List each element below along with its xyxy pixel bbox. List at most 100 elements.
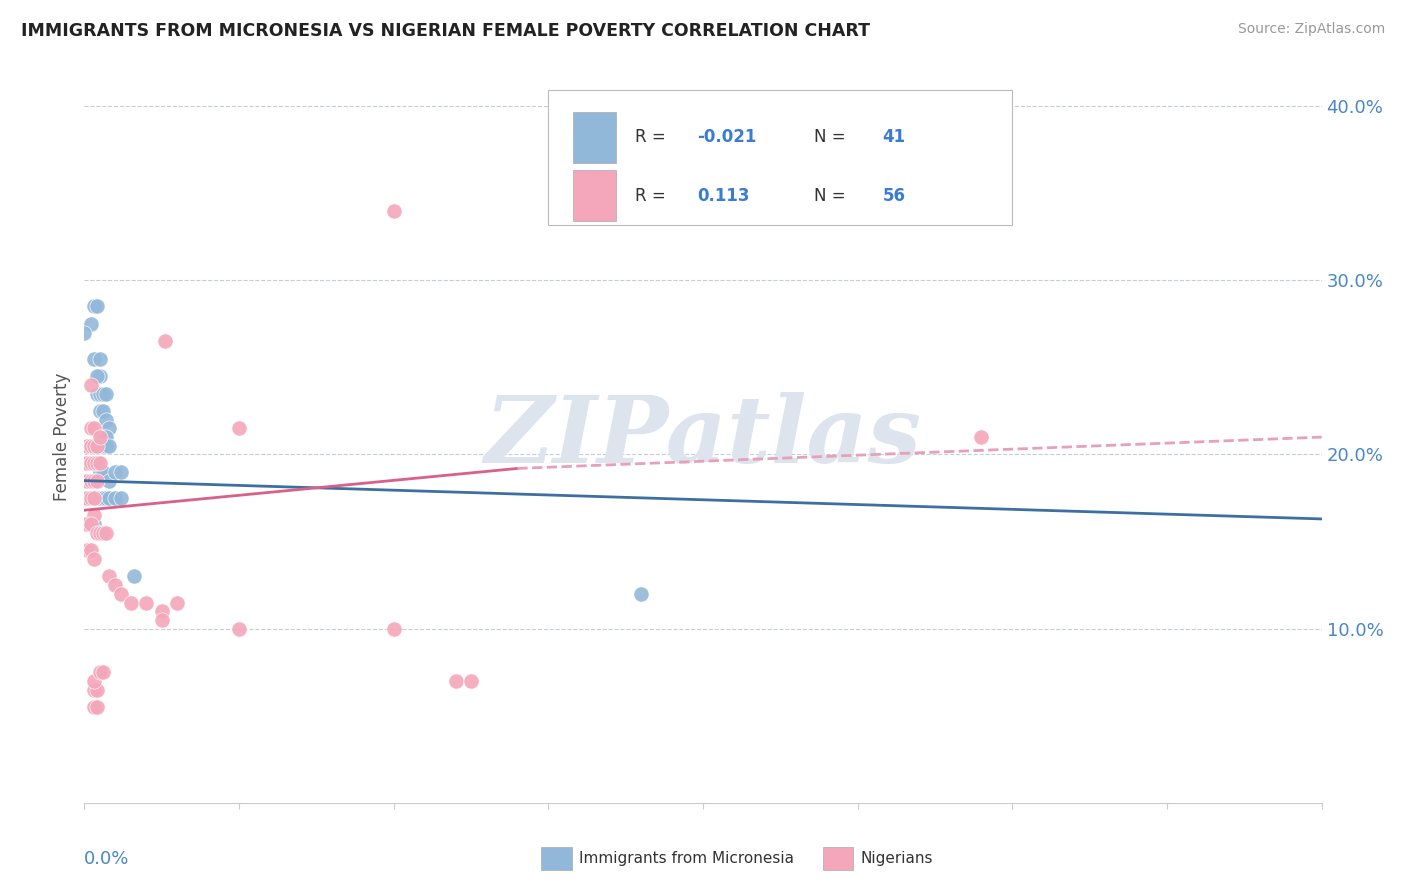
Point [110,587,132,601]
Point [73,326,96,340]
Text: IMMIGRANTS FROM MICRONESIA VS NIGERIAN FEMALE POVERTY CORRELATION CHART: IMMIGRANTS FROM MICRONESIA VS NIGERIAN F… [21,22,870,40]
Point [104,465,127,479]
Point [79,317,101,331]
Point [91,404,114,418]
Point [73,456,96,470]
Point [83,508,105,523]
Point [104,578,127,592]
Point [91,491,114,505]
Point [83,491,105,505]
Text: Nigerians: Nigerians [860,851,934,865]
Point [79,474,101,488]
Point [83,300,105,314]
Text: N =: N = [814,186,851,204]
Point [120,595,142,609]
Point [104,491,127,505]
Point [89,456,111,470]
Point [79,491,101,505]
Point [166,595,188,609]
Point [444,673,467,688]
Text: R =: R = [636,186,671,204]
FancyBboxPatch shape [548,90,1012,225]
Point [79,456,101,470]
Point [83,673,105,688]
Point [89,525,111,540]
FancyBboxPatch shape [574,170,616,221]
Point [76,543,98,558]
Point [382,203,405,218]
Point [79,439,101,453]
Point [150,604,173,618]
Text: Immigrants from Micronesia: Immigrants from Micronesia [579,851,794,865]
Point [86,456,108,470]
Point [150,613,173,627]
Point [630,587,652,601]
Point [91,465,114,479]
Point [89,430,111,444]
Point [83,517,105,532]
Point [86,700,108,714]
Point [94,430,117,444]
Point [94,439,117,453]
Point [110,465,132,479]
Point [83,474,105,488]
Point [91,430,114,444]
Text: 0.113: 0.113 [697,186,749,204]
Point [228,622,250,636]
Text: ZIPatlas: ZIPatlas [485,392,921,482]
Point [122,569,145,583]
Text: -0.021: -0.021 [697,128,756,146]
Point [460,673,482,688]
Point [91,439,114,453]
Point [83,351,105,366]
Text: N =: N = [814,128,851,146]
Point [135,595,157,609]
Text: 56: 56 [883,186,905,204]
Point [83,456,105,470]
Point [79,543,101,558]
Point [91,525,114,540]
Point [153,334,176,349]
Point [83,491,105,505]
Point [91,386,114,401]
Point [86,525,108,540]
Point [79,377,101,392]
Point [86,456,108,470]
Point [89,439,111,453]
Point [89,369,111,384]
Point [79,491,101,505]
Point [86,682,108,697]
Point [73,474,96,488]
Point [83,552,105,566]
Point [89,465,111,479]
Point [76,491,98,505]
Point [89,386,111,401]
Text: 0.0%: 0.0% [84,850,129,868]
Text: 41: 41 [883,128,905,146]
Point [79,517,101,532]
Point [970,430,993,444]
Point [98,569,121,583]
FancyBboxPatch shape [574,112,616,163]
Point [86,386,108,401]
Point [89,491,111,505]
Point [89,351,111,366]
Point [73,491,96,505]
Point [83,700,105,714]
Point [98,421,121,435]
Point [73,517,96,532]
Point [94,386,117,401]
Point [76,517,98,532]
Point [83,682,105,697]
Point [86,300,108,314]
Point [79,421,101,435]
Text: R =: R = [636,128,671,146]
Point [98,439,121,453]
Point [228,421,250,435]
Point [86,439,108,453]
Point [89,665,111,680]
Point [89,525,111,540]
Y-axis label: Female Poverty: Female Poverty [53,373,72,501]
Point [86,369,108,384]
Point [94,525,117,540]
